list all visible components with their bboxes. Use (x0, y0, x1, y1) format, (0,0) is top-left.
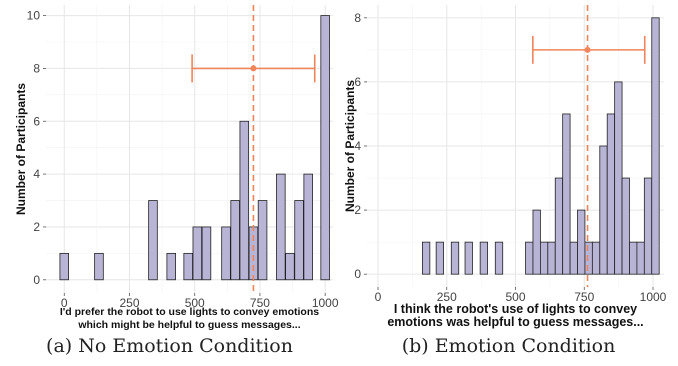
x-tick-label: 0 (61, 296, 68, 310)
x-axis-label-line: I'd prefer the robot to use lights to co… (60, 306, 319, 318)
histogram-bar (621, 177, 630, 275)
panel-no-emotion: 0 2 4 6 8 10 0 250 500 750 1000 Number of Participa… (14, 5, 339, 357)
histogram-bar (221, 226, 231, 281)
bars (59, 15, 330, 281)
y-tick-label: 6 (33, 114, 40, 128)
histogram-bar (230, 200, 240, 281)
x-tick-label: 1000 (312, 296, 339, 310)
histogram-bar (494, 241, 504, 275)
histogram-bar (320, 15, 330, 281)
x-tick-label: 0 (375, 290, 382, 304)
x-axis-label-line: I think the robot's use of lights to con… (394, 302, 637, 316)
mean-point (584, 46, 591, 53)
x-tick-label: 750 (250, 296, 270, 310)
bars (422, 17, 660, 275)
mean-point (250, 65, 257, 72)
histogram-bar (435, 241, 444, 275)
histogram-bar (239, 120, 250, 281)
histogram-bar (584, 241, 593, 275)
histogram-bar (464, 241, 473, 275)
histogram-bar (554, 177, 564, 275)
histogram-bar (577, 209, 586, 275)
histogram-bar (192, 226, 203, 281)
y-tick-label: 2 (33, 220, 40, 234)
histogram-bar (479, 241, 488, 275)
y-tick-label: 10 (27, 9, 41, 23)
y-tick-label: 0 (33, 273, 40, 287)
histogram-bar (422, 241, 431, 275)
histogram-bar (59, 252, 70, 281)
y-tick-label: 0 (354, 267, 361, 281)
y-tick-label: 4 (354, 139, 361, 153)
x-ticks: 0 250 500 750 1000 (375, 287, 667, 304)
histogram-no-emotion: 0 2 4 6 8 10 0 250 500 750 1000 Number of Participa… (14, 5, 339, 331)
histogram-bar (591, 241, 601, 275)
y-axis-label: Number of Participants (343, 80, 357, 212)
y-tick-label: 2 (354, 203, 361, 217)
histogram-bar (547, 241, 556, 275)
histogram-bar (651, 17, 660, 275)
y-tick-label: 6 (354, 75, 361, 89)
x-tick-label: 750 (574, 290, 594, 304)
x-tick-label: 250 (437, 290, 457, 304)
panel-emotion: 0 2 4 6 8 0 250 500 750 1000 Number of Participant… (339, 0, 678, 366)
histogram-bar (248, 226, 259, 281)
histogram-bar (303, 173, 313, 281)
y-axis-label: Number of Participants (14, 83, 28, 215)
histogram-emotion: 0 2 4 6 8 0 250 500 750 1000 Number of Participant… (343, 5, 667, 329)
y-tick-label: 8 (354, 11, 361, 25)
histogram-bar (569, 241, 578, 275)
y-ticks: 0 2 4 6 8 (354, 11, 367, 281)
histogram-bar (614, 81, 623, 275)
histogram-bar (201, 226, 212, 281)
y-tick-label: 8 (33, 61, 40, 75)
x-axis-label-line: emotions was helpful to guess messages..… (387, 315, 643, 329)
histogram-bar (532, 209, 541, 275)
histogram-bar (599, 145, 608, 275)
x-tick-label: 500 (505, 290, 525, 304)
histogram-bar (276, 173, 286, 281)
x-tick-label: 1000 (640, 290, 667, 304)
histogram-bar (450, 241, 460, 275)
histogram-bar (606, 113, 616, 275)
x-tick-label: 500 (185, 296, 205, 310)
histogram-bar (285, 252, 295, 281)
histogram-bar (148, 200, 158, 281)
histogram-bar (94, 252, 104, 281)
caption-emotion: (b) Emotion Condition (401, 335, 616, 357)
caption-no-emotion: (a) No Emotion Condition (46, 335, 293, 357)
histogram-bar (257, 200, 268, 281)
histogram-bar (183, 252, 193, 281)
histogram-bar (643, 177, 653, 275)
histogram-bar (539, 241, 549, 275)
y-tick-label: 4 (33, 167, 40, 181)
grid (46, 5, 333, 293)
histogram-bar (166, 252, 176, 281)
histogram-bar (636, 241, 645, 275)
x-ticks: 0 250 500 750 1000 (61, 293, 339, 310)
y-ticks: 0 2 4 6 8 10 (27, 9, 46, 287)
histogram-bar (629, 241, 638, 275)
x-axis-label-line: which might be helpful to guess messages… (77, 319, 300, 330)
histogram-bar (294, 200, 304, 281)
histogram-bar (525, 241, 534, 275)
x-tick-label: 250 (119, 296, 139, 310)
histogram-bar (562, 113, 571, 275)
